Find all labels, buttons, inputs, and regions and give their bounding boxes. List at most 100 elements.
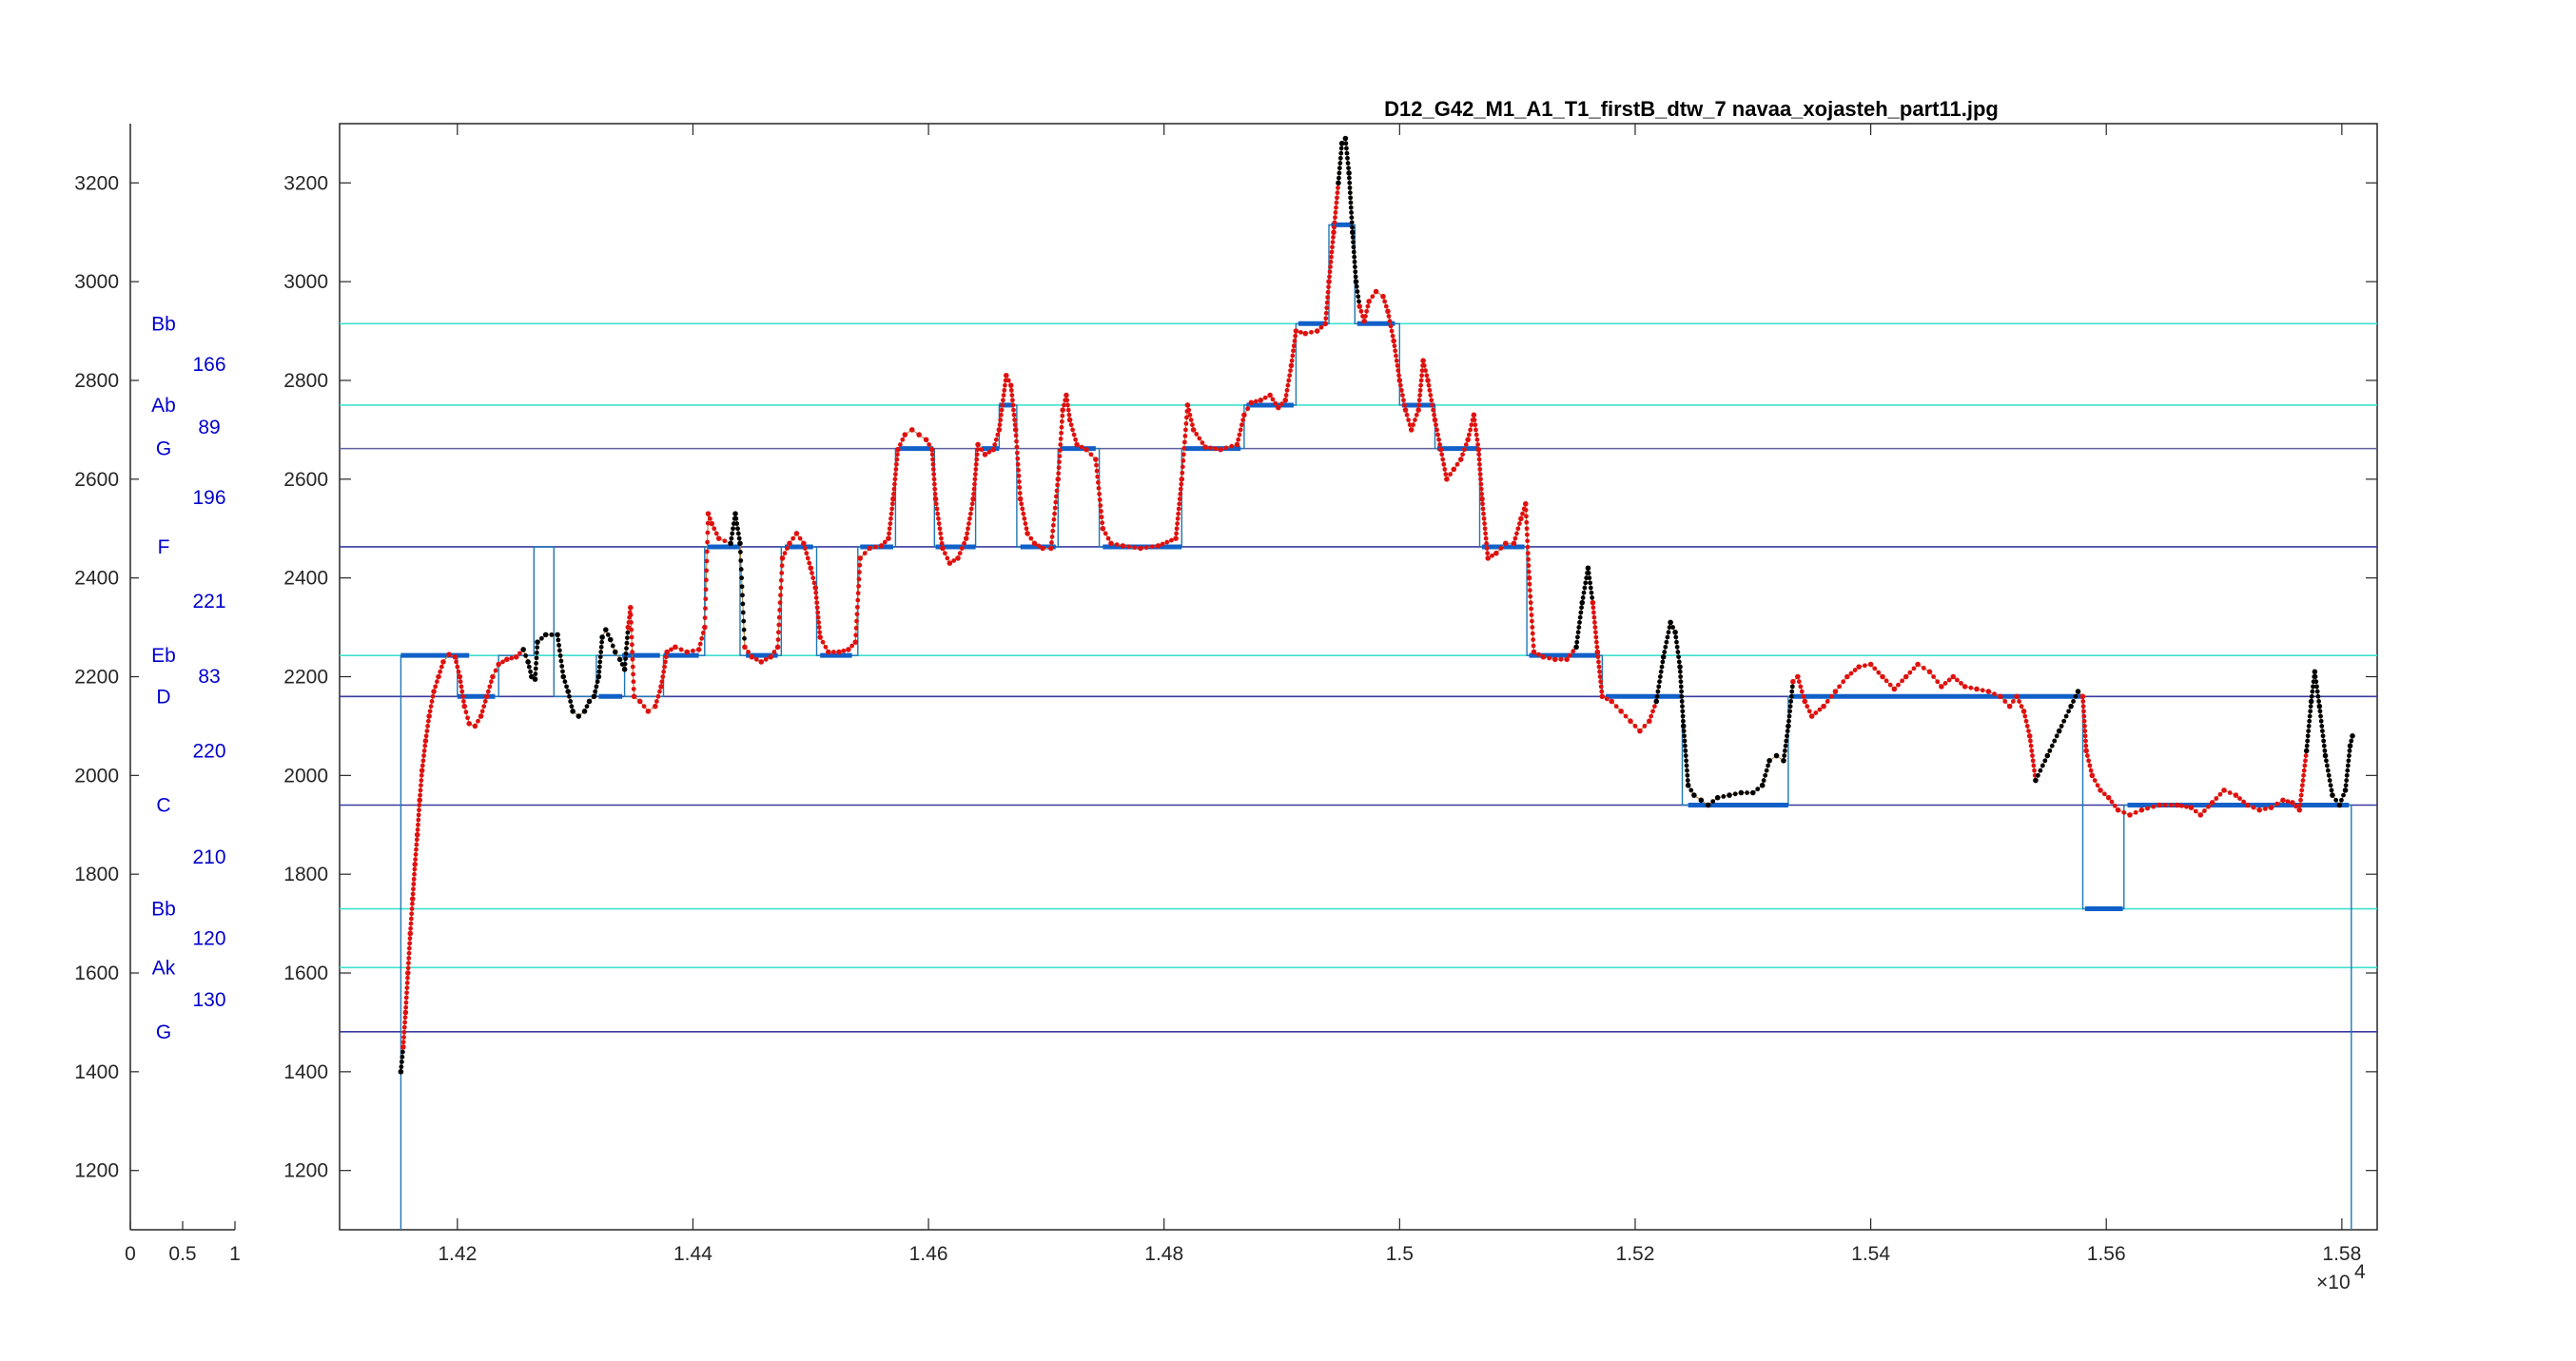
pitch-point (972, 476, 978, 482)
pitch-point (785, 546, 790, 551)
pitch-point (631, 687, 636, 691)
pitch-point (2297, 803, 2303, 807)
interval-cents-label: 220 (192, 740, 225, 762)
pitch-point (2285, 799, 2291, 804)
pitch-point (2086, 758, 2092, 764)
pitch-point (1351, 244, 1356, 250)
pitch-point (1327, 269, 1333, 275)
pitch-point (2081, 713, 2087, 719)
pitch-point (624, 646, 629, 651)
pitch-point (894, 452, 900, 457)
pitch-point (2237, 796, 2242, 801)
pitch-point (951, 558, 957, 563)
pitch-point (1373, 288, 1379, 295)
pitch-point (1939, 684, 1944, 690)
pitch-point (461, 699, 466, 704)
pitch-point (399, 1064, 404, 1070)
pitch-point (1974, 686, 1980, 692)
pitch-point (599, 634, 605, 640)
pitch-point (1680, 723, 1687, 729)
pitch-point (2066, 709, 2072, 714)
pitch-point (736, 535, 742, 541)
pitch-point (902, 432, 908, 437)
left-y-tick-label: 3000 (74, 271, 119, 293)
pitch-point (836, 649, 842, 655)
pitch-point (2033, 777, 2039, 784)
pitch-point (753, 656, 759, 662)
pitch-point (712, 526, 717, 532)
y-tick-label: 2000 (283, 765, 328, 787)
pitch-point (804, 551, 810, 556)
pitch-point (735, 531, 741, 536)
pitch-point (1680, 713, 1686, 719)
pitch-point (586, 698, 593, 705)
pitch-point (1100, 520, 1105, 526)
pitch-point (423, 733, 429, 739)
pitch-point (1334, 204, 1338, 210)
pitch-point (2087, 763, 2093, 768)
pitch-point (1103, 531, 1108, 536)
pitch-point (740, 593, 745, 598)
pitch-point (2079, 693, 2086, 700)
pitch-point (1591, 619, 1597, 625)
pitch-point (630, 664, 635, 670)
pitch-point (1351, 240, 1356, 245)
pitch-point (1658, 669, 1664, 674)
pitch-point (1796, 679, 1802, 685)
pitch-point (735, 526, 740, 532)
pitch-point (1595, 654, 1601, 660)
pitch-point (1031, 540, 1038, 547)
pitch-point (813, 595, 819, 600)
pitch-point (2202, 808, 2207, 813)
pitch-point (1066, 417, 1073, 423)
pitch-point (932, 491, 938, 496)
pitch-point (995, 432, 1001, 437)
pitch-point (1749, 789, 1756, 796)
pitch-point (1931, 674, 1937, 679)
pitch-point (2221, 787, 2227, 793)
pitch-point (1798, 684, 1804, 690)
pitch-point (1098, 503, 1103, 508)
pitch-point (1670, 625, 1675, 630)
pitch-point (1326, 284, 1331, 290)
pitch-point (1935, 679, 1941, 685)
pitch-point (1551, 656, 1558, 663)
pitch-point (1001, 398, 1005, 403)
pitch-point (2115, 807, 2121, 813)
left-y-tick-label: 2800 (74, 370, 119, 392)
pitch-point (1099, 509, 1103, 514)
pitch-point (703, 587, 709, 593)
pitch-point (1482, 521, 1487, 526)
pitch-point (1677, 669, 1683, 674)
pitch-point (893, 472, 898, 477)
pitch-point (908, 427, 915, 433)
pitch-point (2188, 805, 2195, 810)
pitch-point (1099, 515, 1104, 520)
pitch-point (2006, 703, 2013, 710)
pitch-point (2049, 743, 2055, 749)
pitch-point (1613, 704, 1619, 710)
pitch-point (1346, 165, 1351, 171)
pitch-point (854, 612, 860, 617)
pitch-point (933, 501, 939, 507)
pitch-point (867, 545, 872, 552)
pitch-point (1474, 437, 1480, 442)
pitch-point (1590, 610, 1596, 615)
pitch-point (2290, 800, 2295, 806)
pitch-point (493, 668, 498, 673)
pitch-point (2083, 743, 2089, 749)
pitch-point (893, 467, 899, 472)
pitch-point (2344, 778, 2350, 783)
pitch-point (2310, 689, 2315, 694)
x-tick-label: 1.56 (2087, 1243, 2126, 1265)
pitch-point (1472, 418, 1477, 422)
pitch-point (593, 689, 598, 694)
pitch-point (1852, 668, 1858, 672)
pitch-point (1480, 501, 1485, 507)
pitch-point (787, 540, 792, 547)
pitch-point (1350, 235, 1356, 240)
pitch-point (628, 605, 634, 611)
pitch-point (1014, 444, 1020, 450)
pitch-point (1155, 543, 1161, 549)
pitch-point (1348, 200, 1354, 205)
